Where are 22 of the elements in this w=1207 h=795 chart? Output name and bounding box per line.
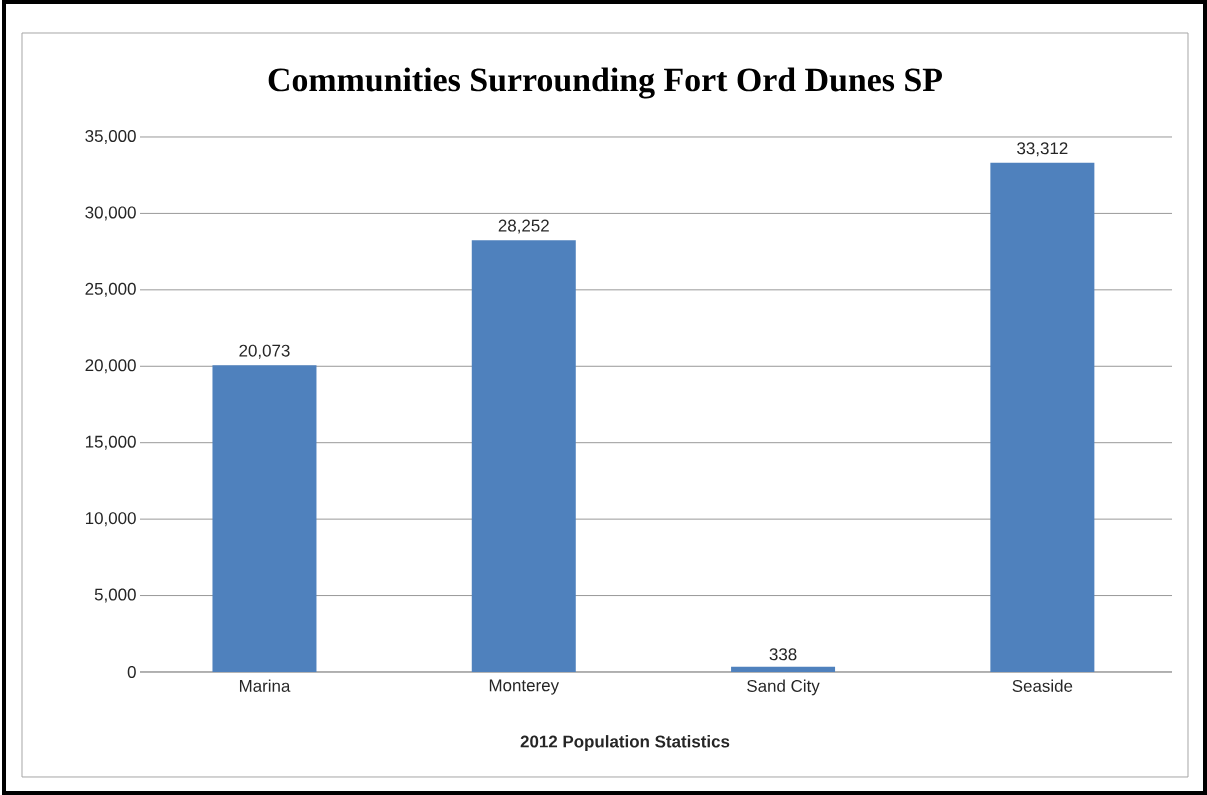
data-label: 338	[769, 648, 797, 661]
x-tick-label: Sand City	[747, 679, 820, 696]
bar	[731, 666, 836, 672]
y-tick-label: 30,000	[85, 206, 136, 221]
y-tick-label: 10,000	[85, 512, 136, 527]
y-tick-label: 20,000	[85, 359, 136, 374]
y-tick-label: 0	[127, 665, 136, 678]
y-tick-label: 35,000	[85, 129, 136, 144]
y-tick-label: 5,000	[94, 588, 136, 603]
data-label: 33,312	[1017, 142, 1068, 157]
bar	[471, 240, 576, 672]
y-tick-label: 15,000	[85, 435, 136, 450]
data-label: 28,252	[498, 219, 549, 234]
x-axis-title: 2012 Population Statistics	[520, 735, 730, 751]
x-tick-label: Marina	[239, 679, 291, 692]
chart-title: Communities Surrounding Fort Ord Dunes SP	[268, 67, 942, 99]
x-tick-label: Monterey	[489, 679, 560, 695]
data-label: 20,073	[239, 344, 290, 359]
bar	[212, 365, 317, 672]
y-tick-label: 25,000	[85, 282, 136, 297]
bar	[990, 162, 1095, 672]
x-tick-label: Seaside	[1012, 679, 1073, 692]
